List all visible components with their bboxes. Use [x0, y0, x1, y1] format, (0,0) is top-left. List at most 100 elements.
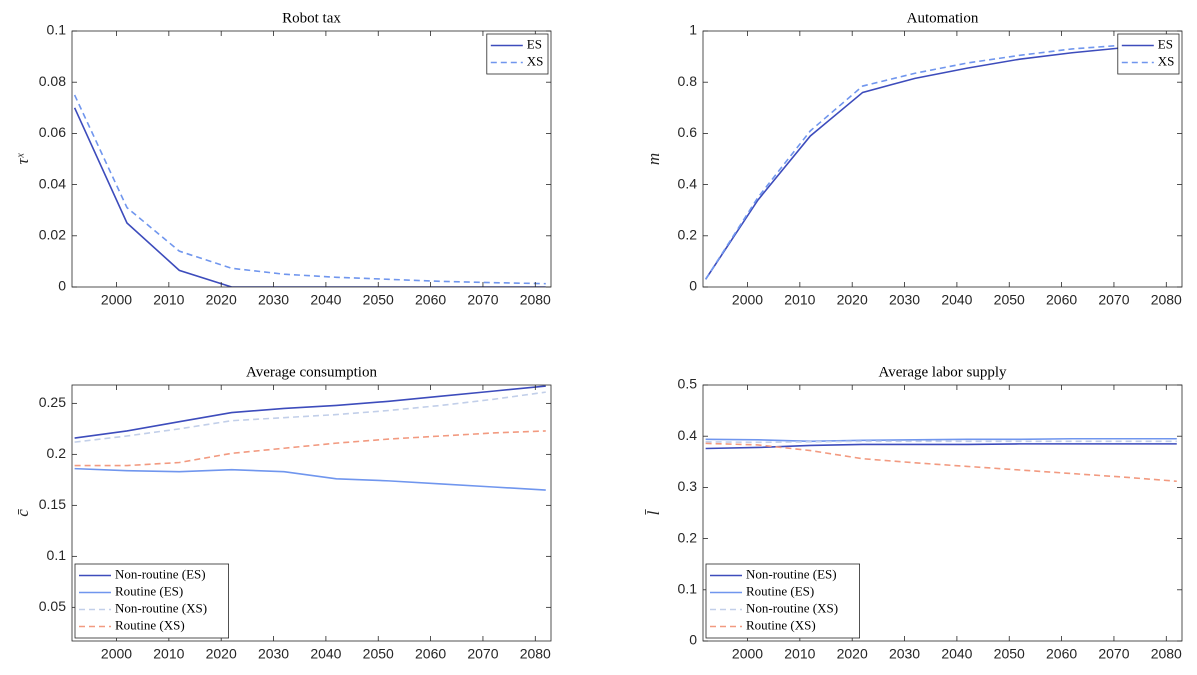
series-line — [74, 467, 546, 491]
y-tick-label: 0.4 — [678, 427, 698, 443]
x-tick-label: 2040 — [941, 292, 972, 308]
legend: ES XS — [1117, 33, 1180, 75]
plot-area — [703, 31, 1182, 287]
legend-box — [705, 563, 861, 639]
x-tick-label: 2010 — [784, 646, 815, 662]
y-tick-label: 0.8 — [678, 73, 698, 89]
chart-title: Average consumption — [246, 364, 377, 380]
legend-box — [486, 33, 549, 75]
x-tick-label: 2060 — [415, 292, 446, 308]
x-tick-label: 2020 — [837, 292, 868, 308]
legend-label: Non-routine (ES) — [746, 566, 837, 581]
y-tick-label: 0 — [689, 632, 697, 648]
y-tick-label: 0.3 — [678, 478, 698, 494]
series-line — [74, 391, 546, 443]
series-line — [704, 41, 1177, 280]
x-tick-label: 2010 — [153, 292, 184, 308]
legend-label: XS — [1158, 53, 1175, 68]
legend-label: XS — [527, 53, 544, 68]
x-tick-label: 2050 — [994, 292, 1025, 308]
legend-label: ES — [1158, 36, 1173, 51]
y-tick-label: 1 — [689, 22, 697, 38]
legend-label: Routine (ES) — [746, 583, 814, 598]
series-line — [73, 107, 546, 287]
y-tick-label: 0.6 — [678, 124, 698, 140]
x-tick-label: 2060 — [1046, 646, 1077, 662]
y-tick-label: 0.1 — [678, 581, 698, 597]
series-line — [704, 40, 1177, 280]
x-tick-label: 2000 — [101, 292, 132, 308]
y-tick-label: 0.06 — [39, 124, 66, 140]
x-tick-label: 2020 — [206, 646, 237, 662]
legend-label: Non-routine (XS) — [115, 600, 207, 615]
legend-label: ES — [527, 36, 542, 51]
legend-label: Routine (ES) — [115, 583, 183, 598]
x-tick-label: 2050 — [363, 292, 394, 308]
legend-box — [74, 563, 230, 639]
y-tick-label: 0.1 — [47, 547, 67, 563]
y-axis-label: τˣ — [13, 152, 32, 164]
series-line — [705, 440, 1177, 444]
legend-label: Non-routine (ES) — [115, 566, 206, 581]
y-tick-label: 0.15 — [39, 496, 66, 512]
y-tick-label: 0.05 — [39, 598, 66, 614]
subplot: 2000 2010 2020 2030 2040 2050 2060 2070 2080 0 0.0… — [13, 10, 552, 308]
legend-label: Routine (XS) — [115, 617, 185, 632]
x-tick-label: 2020 — [837, 646, 868, 662]
series-line — [73, 94, 546, 285]
x-tick-label: 2010 — [153, 646, 184, 662]
series-line — [705, 437, 1177, 443]
y-tick-label: 0.02 — [39, 227, 66, 243]
subplot: 2000 2010 2020 2030 2040 2050 2060 2070 2080 0.05… — [13, 364, 552, 662]
legend: Non-routine (ES) Routine (ES) Non-routine … — [74, 563, 230, 639]
y-tick-label: 0.25 — [39, 394, 66, 410]
series-line — [74, 430, 546, 467]
x-tick-label: 2060 — [1046, 292, 1077, 308]
legend-label: Routine (XS) — [746, 617, 816, 632]
chart-title: Automation — [907, 10, 979, 26]
x-tick-label: 2000 — [732, 292, 763, 308]
x-tick-label: 2070 — [1098, 646, 1129, 662]
x-tick-label: 2080 — [520, 292, 551, 308]
series-line — [705, 443, 1177, 450]
x-tick-label: 2050 — [994, 646, 1025, 662]
x-tick-label: 2060 — [415, 646, 446, 662]
y-tick-label: 0 — [689, 278, 697, 294]
y-axis-label: m — [644, 153, 663, 165]
axes-box — [702, 384, 1183, 642]
axes-box — [71, 384, 552, 642]
legend: Non-routine (ES) Routine (ES) Non-routine … — [705, 563, 861, 639]
y-axis-label: c̄ — [13, 508, 32, 517]
y-tick-label: 0.2 — [47, 445, 67, 461]
x-tick-label: 2070 — [467, 292, 498, 308]
x-tick-label: 2030 — [889, 646, 920, 662]
y-tick-label: 0.08 — [39, 73, 66, 89]
axes-box — [702, 30, 1183, 288]
x-tick-label: 2010 — [784, 292, 815, 308]
x-tick-label: 2080 — [1151, 292, 1182, 308]
series-line — [705, 442, 1177, 483]
y-tick-label: 0 — [58, 278, 66, 294]
x-tick-label: 2080 — [1151, 646, 1182, 662]
x-tick-label: 2030 — [258, 292, 289, 308]
y-axis-label: l̄ — [644, 508, 663, 515]
chart-title: Robot tax — [282, 10, 341, 26]
legend-box — [1117, 33, 1180, 75]
legend-label: Non-routine (XS) — [746, 600, 838, 615]
subplot: 2000 2010 2020 2030 2040 2050 2060 2070 2080 0 0.2… — [644, 10, 1183, 308]
x-tick-label: 2070 — [467, 646, 498, 662]
x-tick-label: 2070 — [1098, 292, 1129, 308]
x-tick-label: 2030 — [258, 646, 289, 662]
chart-title: Average labor supply — [878, 364, 1007, 380]
y-tick-label: 0.04 — [39, 175, 66, 191]
legend: ES XS — [486, 33, 549, 75]
series-line — [74, 385, 546, 439]
x-tick-label: 2040 — [310, 646, 341, 662]
subplot: 2000 2010 2020 2030 2040 2050 2060 2070 2080 0 0.1… — [644, 364, 1183, 662]
x-tick-label: 2040 — [941, 646, 972, 662]
x-tick-label: 2040 — [310, 292, 341, 308]
y-tick-label: 0.2 — [678, 227, 698, 243]
plot-area — [72, 31, 551, 287]
x-tick-label: 2000 — [101, 646, 132, 662]
